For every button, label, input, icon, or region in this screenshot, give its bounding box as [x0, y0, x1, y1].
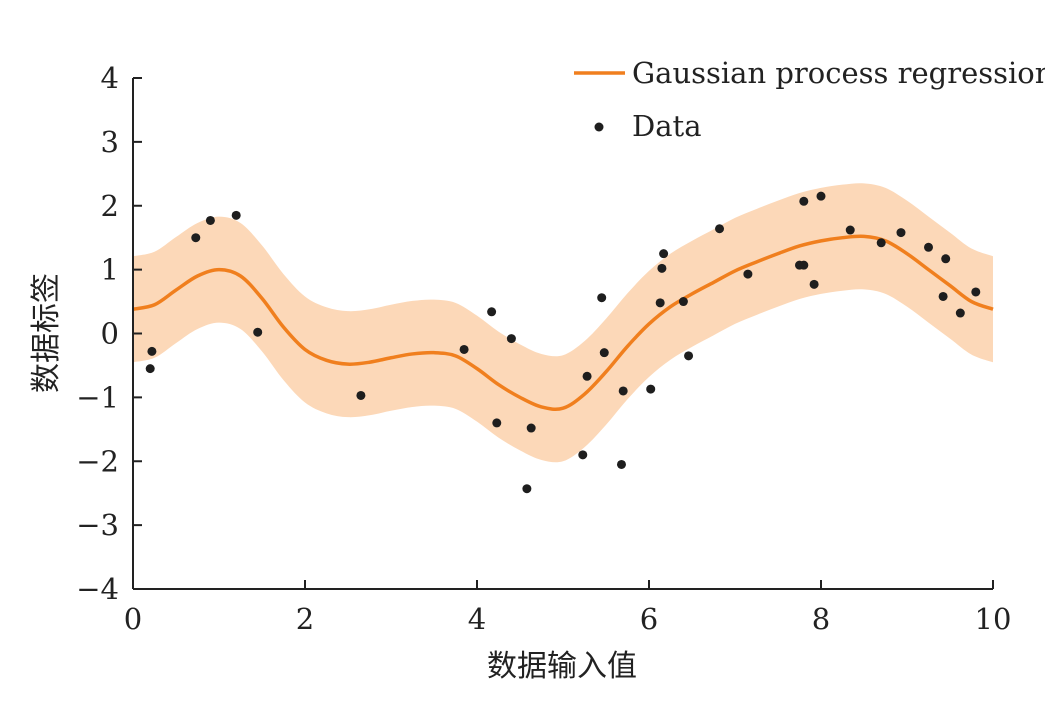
- data-point: [955, 308, 965, 318]
- data-point: [597, 293, 607, 303]
- y-tick-label: 4: [101, 61, 119, 95]
- data-point: [816, 191, 826, 201]
- legend: Gaussian process regression Data: [574, 56, 1045, 143]
- y-tick-label: 1: [101, 253, 119, 287]
- data-point: [356, 390, 366, 400]
- data-point: [526, 423, 536, 433]
- y-tick-label: 2: [101, 189, 119, 223]
- data-point: [924, 242, 933, 252]
- y-tick-label: 0: [101, 317, 119, 351]
- x-tick-label: 10: [975, 602, 1012, 636]
- data-point: [799, 196, 809, 206]
- data-point: [487, 307, 497, 317]
- data-point: [941, 254, 951, 264]
- data-point: [599, 348, 609, 358]
- y-tick-label: −2: [76, 444, 119, 478]
- data-point: [684, 351, 694, 361]
- data-point: [743, 269, 753, 279]
- confidence-band-layer: [133, 183, 993, 463]
- y-tick-label: 3: [101, 125, 119, 159]
- data-point: [657, 263, 667, 273]
- data-point: [145, 364, 155, 374]
- data-point: [522, 484, 532, 494]
- y-tick-label: −4: [76, 572, 119, 606]
- data-point: [655, 298, 665, 308]
- legend-label-gpr: Gaussian process regression: [632, 56, 1045, 90]
- regression-line: [132, 234, 994, 411]
- x-tick-label: 6: [640, 602, 658, 636]
- data-point: [191, 233, 201, 243]
- data-point: [659, 249, 669, 259]
- data-point: [578, 450, 588, 460]
- data-point: [147, 346, 157, 356]
- x-tick-label: 0: [124, 602, 142, 636]
- data-point: [678, 297, 688, 307]
- data-point: [616, 459, 626, 469]
- data-point: [492, 418, 502, 428]
- data-point: [459, 344, 469, 354]
- data-point: [971, 287, 981, 297]
- data-point: [231, 210, 241, 220]
- data-point: [845, 225, 855, 235]
- x-axis-title: 数据输入值: [487, 649, 637, 684]
- data-point: [646, 384, 656, 394]
- data-point: [876, 238, 886, 248]
- data-point: [938, 291, 948, 301]
- regression-line-layer: [132, 234, 994, 411]
- data-point: [506, 334, 516, 344]
- x-tick-label: 2: [296, 602, 314, 636]
- data-point: [799, 260, 809, 270]
- data-point: [896, 228, 906, 238]
- y-axis-title: 数据标签: [29, 273, 64, 393]
- data-point: [582, 371, 592, 381]
- data-point: [715, 224, 725, 234]
- data-point: [809, 279, 819, 289]
- data-point: [205, 215, 215, 225]
- y-tick-label: −3: [76, 508, 119, 542]
- legend-label-data: Data: [632, 109, 701, 143]
- data-point: [253, 327, 263, 337]
- legend-dot-swatch: [594, 122, 604, 132]
- x-tick-label: 8: [812, 602, 830, 636]
- x-tick-label: 4: [468, 602, 486, 636]
- y-tick-label: −1: [76, 380, 119, 414]
- confidence-band: [133, 183, 993, 463]
- data-point: [618, 386, 628, 396]
- data-points-layer: [145, 191, 981, 494]
